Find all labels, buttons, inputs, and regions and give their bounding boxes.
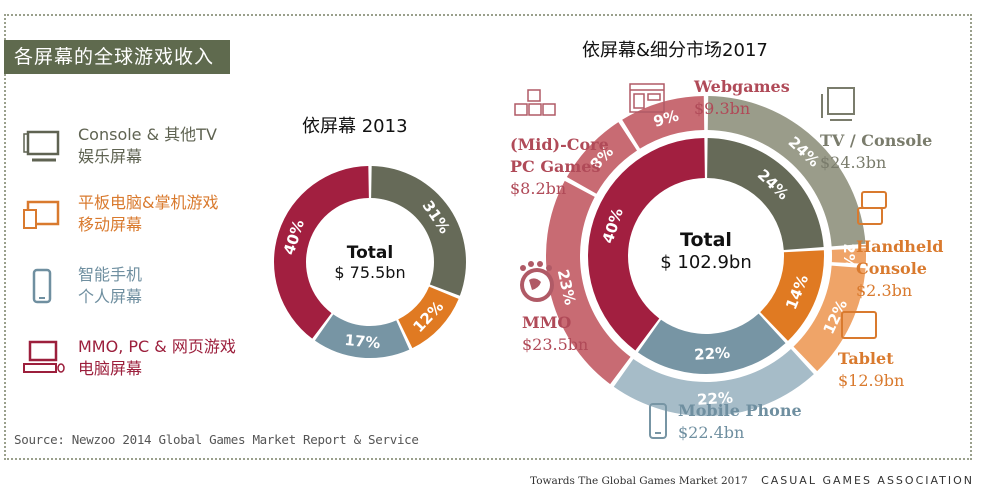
slice-webgames — [622, 96, 705, 149]
slice-handheld — [831, 248, 866, 264]
slice-pc-games — [566, 122, 638, 194]
browser-icon — [629, 83, 665, 113]
legend-text-tablet: 平板电脑&掌机游戏 移动屏幕 — [78, 192, 218, 236]
legend-line2: 电脑屏幕 — [78, 359, 143, 378]
legend-line1: 平板电脑&掌机游戏 — [78, 193, 219, 212]
slice-mobile-phone — [613, 349, 814, 416]
donut-2017-inner: 24%14%22%40% — [587, 138, 824, 375]
legend-text-phone: 智能手机 个人屏幕 — [78, 264, 142, 308]
legend-line2: 娱乐屏幕 — [78, 147, 143, 166]
label-mmo-name: MMO — [522, 313, 572, 332]
label-mmo: MMO $23.5bn — [522, 312, 588, 356]
label-pc-games-name: (Mid)-Core PC Games — [510, 135, 609, 176]
chart-2013-total-label: Total — [347, 243, 393, 263]
slice-tablet — [398, 286, 459, 349]
label-tablet-value: $12.9bn — [838, 371, 905, 390]
legend-text-console: Console & 其他TV 娱乐屏幕 — [78, 124, 217, 168]
tablet-device-icon — [841, 311, 877, 339]
slice-label-mobile-phone: 22% — [696, 389, 733, 409]
label-tv-console: TV / Console $24.3bn — [820, 130, 932, 174]
globe-icon — [520, 261, 554, 302]
label-handheld-name: Handheld Console — [856, 237, 944, 278]
slice-tv-console — [707, 96, 866, 247]
tablet-icon — [23, 200, 60, 229]
label-handheld: Handheld Console $2.3bn — [856, 236, 956, 302]
chart-2013-title: 依屏幕 2013 — [302, 116, 408, 137]
slice-phone — [637, 313, 786, 375]
legend-line2: 移动屏幕 — [78, 215, 143, 234]
label-tv-console-value: $24.3bn — [820, 153, 887, 172]
slice-tablet — [793, 265, 866, 372]
label-pc-games-value: $8.2bn — [510, 179, 567, 198]
slice-phone — [314, 314, 410, 359]
footer-report-title: Towards The Global Games Market 2017 — [530, 475, 748, 487]
page-footer: Towards The Global Games Market 2017 CAS… — [530, 474, 984, 487]
slice-console — [371, 166, 467, 296]
chart-2013-total-value: $ 75.5bn — [334, 263, 405, 282]
tv-icon — [23, 130, 60, 162]
label-pc-games: (Mid)-Core PC Games $8.2bn — [510, 134, 630, 200]
slice-pc — [587, 138, 705, 351]
handheld-console-icon — [857, 191, 887, 225]
slice-tablet — [760, 250, 824, 341]
chart-2017-total-value: $ 102.9bn — [660, 252, 752, 273]
slice-label-handheld: 2% — [840, 243, 858, 268]
chart-2017-title: 依屏幕&细分市场2017 — [582, 40, 768, 61]
legend-text-pc: MMO, PC & 网页游戏 电脑屏幕 — [78, 336, 236, 380]
mobile-phone-icon — [649, 403, 667, 439]
chart-2017-total-label: Total — [680, 229, 732, 251]
tv-console-icon — [821, 87, 855, 121]
slice-mmo — [546, 180, 631, 385]
label-mobile-phone-name: Mobile Phone — [678, 401, 802, 420]
donut-2013: 31%12%17%40% — [274, 166, 467, 359]
slice-pc — [274, 166, 369, 339]
legend-line2: 个人屏幕 — [78, 287, 143, 306]
label-mobile-phone: Mobile Phone $22.4bn — [678, 400, 802, 444]
pc-icon — [23, 340, 65, 373]
label-webgames-value: $9.3bn — [694, 99, 751, 118]
label-tablet-name: Tablet — [838, 349, 894, 368]
phone-icon — [32, 268, 52, 304]
label-mmo-value: $23.5bn — [522, 335, 589, 354]
label-mobile-phone-value: $22.4bn — [678, 423, 745, 442]
keyboard-icon — [514, 89, 556, 116]
label-webgames-name: Webgames — [694, 77, 790, 96]
legend-line1: Console & 其他TV — [78, 125, 217, 144]
label-webgames: Webgames $9.3bn — [694, 76, 790, 120]
slice-label-phone: 22% — [694, 344, 731, 364]
legend-line1: 智能手机 — [78, 265, 143, 284]
slice-console — [707, 138, 824, 251]
legend-line1: MMO, PC & 网页游戏 — [78, 337, 236, 356]
footer-association: CASUAL GAMES ASSOCIATION — [761, 474, 975, 487]
label-handheld-value: $2.3bn — [856, 281, 913, 300]
page-title: 各屏幕的全球游戏收入 — [4, 40, 230, 74]
label-tv-console-name: TV / Console — [820, 131, 933, 150]
donut-2017-outer: 24%2%12%22%23%8%9% — [546, 96, 866, 416]
content-frame — [4, 14, 972, 460]
source-note: Source: Newzoo 2014 Global Games Market … — [14, 432, 419, 447]
slice-label-phone: 17% — [344, 331, 381, 352]
label-tablet: Tablet $12.9bn — [838, 348, 904, 392]
